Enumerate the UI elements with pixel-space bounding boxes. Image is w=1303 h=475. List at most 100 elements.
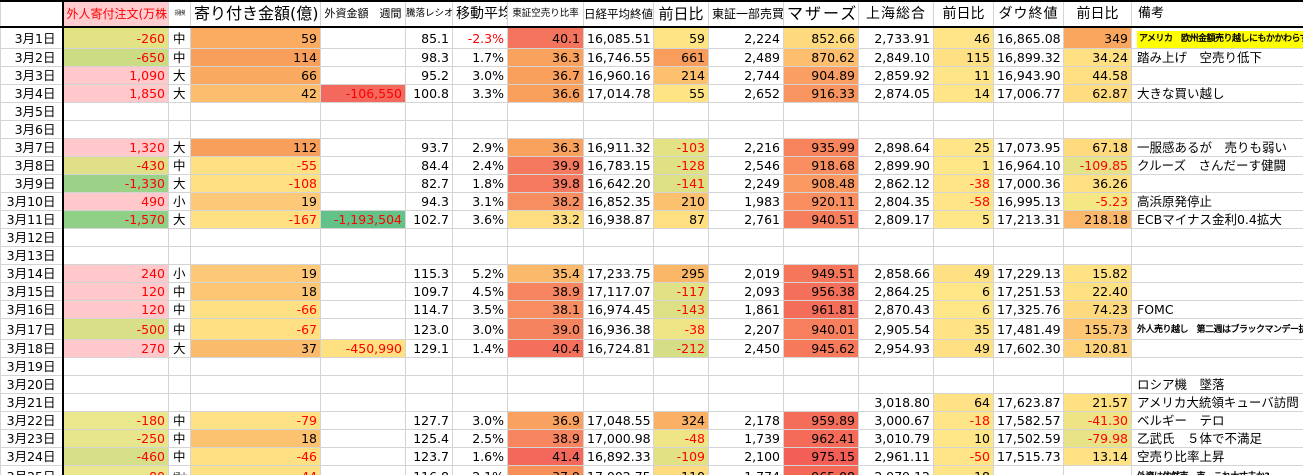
cell-foreign[interactable]: 120 — [62, 282, 169, 301]
cell-size[interactable]: 中 — [168, 318, 191, 340]
cell-mothers[interactable]: 935.99 — [783, 138, 859, 157]
cell-short[interactable]: 36.6 — [507, 84, 584, 103]
cell-short[interactable]: 36.9 — [507, 411, 584, 430]
cell-remark[interactable]: 踏み上げ 空売り低下 — [1131, 48, 1303, 67]
cell-shchg[interactable]: -38 — [933, 174, 994, 193]
cell-remark[interactable]: 大きな買い越し — [1131, 84, 1303, 103]
cell-nikkei[interactable]: 17,000.98 — [583, 429, 654, 448]
cell-weekly[interactable]: -106,550 — [320, 84, 406, 103]
cell-remark[interactable] — [1131, 282, 1303, 301]
cell-dow[interactable] — [993, 120, 1064, 139]
cell-shanghai[interactable]: 2,979.12 — [858, 465, 934, 475]
cell-nchg[interactable] — [653, 375, 709, 394]
cell-ma[interactable]: 2.4% — [452, 156, 508, 175]
cell-open[interactable]: -46 — [190, 447, 321, 466]
cell-open[interactable]: -44 — [190, 465, 321, 475]
cell-ma[interactable]: 3.0% — [452, 411, 508, 430]
cell-ratio[interactable]: 116.8 — [405, 465, 453, 475]
cell-size[interactable]: 小 — [168, 264, 191, 283]
cell-shanghai[interactable]: 2,874.05 — [858, 84, 934, 103]
header-shanghai[interactable]: 上海総合 — [858, 0, 934, 28]
header-nikkei[interactable]: 日経平均終値 — [583, 0, 654, 28]
cell-mothers[interactable] — [783, 102, 859, 121]
cell-dow[interactable]: 17,006.77 — [993, 84, 1064, 103]
cell-open[interactable]: 37 — [190, 339, 321, 358]
cell-open[interactable] — [190, 102, 321, 121]
cell-shanghai[interactable]: 2,905.54 — [858, 318, 934, 340]
cell-ratio[interactable] — [405, 393, 453, 412]
cell-dow[interactable]: 16,865.08 — [993, 26, 1064, 49]
cell-nchg[interactable] — [653, 102, 709, 121]
cell-dchg[interactable]: 67.18 — [1063, 138, 1132, 157]
cell-dchg[interactable]: 349 — [1063, 26, 1132, 49]
cell-weekly[interactable] — [320, 48, 406, 67]
cell-shanghai[interactable]: 2,804.35 — [858, 192, 934, 211]
cell-ma[interactable] — [452, 357, 508, 376]
cell-ma[interactable] — [452, 102, 508, 121]
cell-nikkei[interactable]: 16,960.16 — [583, 66, 654, 85]
cell-foreign[interactable] — [62, 120, 169, 139]
cell-shchg[interactable] — [933, 102, 994, 121]
cell-open[interactable]: 19 — [190, 264, 321, 283]
cell-foreign[interactable]: -430 — [62, 156, 169, 175]
cell-ratio[interactable] — [405, 357, 453, 376]
cell-open[interactable] — [190, 357, 321, 376]
cell-weekly[interactable] — [320, 264, 406, 283]
cell-nikkei[interactable]: 16,911.32 — [583, 138, 654, 157]
cell-shanghai[interactable]: 3,018.80 — [858, 393, 934, 412]
cell-shchg[interactable] — [933, 357, 994, 376]
cell-weekly[interactable] — [320, 429, 406, 448]
cell-size[interactable]: 大 — [168, 339, 191, 358]
cell-shanghai[interactable] — [858, 120, 934, 139]
cell-size[interactable]: 中 — [168, 48, 191, 67]
cell-foreign[interactable]: -460 — [62, 447, 169, 466]
cell-foreign[interactable]: 1,090 — [62, 66, 169, 85]
cell-vol[interactable]: 2,744 — [708, 66, 784, 85]
cell-mothers[interactable]: 962.41 — [783, 429, 859, 448]
row-date[interactable]: 3月17日 — [0, 318, 64, 340]
cell-mothers[interactable]: 916.33 — [783, 84, 859, 103]
cell-nikkei[interactable] — [583, 228, 654, 247]
cell-dchg[interactable]: 44.58 — [1063, 66, 1132, 85]
cell-weekly[interactable] — [320, 465, 406, 475]
cell-shchg[interactable] — [933, 228, 994, 247]
cell-open[interactable] — [190, 246, 321, 265]
cell-open[interactable]: -108 — [190, 174, 321, 193]
cell-nchg[interactable]: -141 — [653, 174, 709, 193]
cell-nchg[interactable]: -117 — [653, 282, 709, 301]
cell-dchg[interactable]: 62.87 — [1063, 84, 1132, 103]
cell-open[interactable] — [190, 120, 321, 139]
cell-mothers[interactable] — [783, 357, 859, 376]
cell-remark[interactable] — [1131, 174, 1303, 193]
cell-shchg[interactable]: 49 — [933, 264, 994, 283]
cell-ratio[interactable]: 93.7 — [405, 138, 453, 157]
cell-weekly[interactable] — [320, 375, 406, 394]
cell-mothers[interactable]: 961.81 — [783, 300, 859, 319]
cell-nchg[interactable]: 55 — [653, 84, 709, 103]
cell-shanghai[interactable]: 2,961.11 — [858, 447, 934, 466]
cell-weekly[interactable] — [320, 300, 406, 319]
cell-size[interactable] — [168, 357, 191, 376]
cell-remark[interactable]: アメリカ 欧州金額売り越しにもかかわらず — [1131, 26, 1303, 49]
cell-dchg[interactable]: 218.18 — [1063, 210, 1132, 229]
cell-short[interactable]: 39.8 — [507, 174, 584, 193]
cell-remark[interactable]: クルーズ さんだーす健闘 — [1131, 156, 1303, 175]
cell-ratio[interactable]: 127.7 — [405, 411, 453, 430]
cell-ratio[interactable]: 98.3 — [405, 48, 453, 67]
cell-dow[interactable]: 16,899.32 — [993, 48, 1064, 67]
cell-remark[interactable] — [1131, 264, 1303, 283]
cell-size[interactable]: 大 — [168, 174, 191, 193]
cell-short[interactable] — [507, 120, 584, 139]
cell-remark[interactable] — [1131, 102, 1303, 121]
cell-nikkei[interactable]: 16,938.87 — [583, 210, 654, 229]
cell-ratio[interactable]: 94.3 — [405, 192, 453, 211]
cell-ma[interactable] — [452, 120, 508, 139]
cell-mothers[interactable]: 965.08 — [783, 465, 859, 475]
cell-shchg[interactable]: 1 — [933, 156, 994, 175]
cell-vol[interactable]: 2,546 — [708, 156, 784, 175]
cell-vol[interactable]: 2,178 — [708, 411, 784, 430]
cell-short[interactable]: 39.0 — [507, 318, 584, 340]
cell-nchg[interactable]: -109 — [653, 447, 709, 466]
cell-vol[interactable] — [708, 120, 784, 139]
cell-nikkei[interactable]: 16,936.38 — [583, 318, 654, 340]
